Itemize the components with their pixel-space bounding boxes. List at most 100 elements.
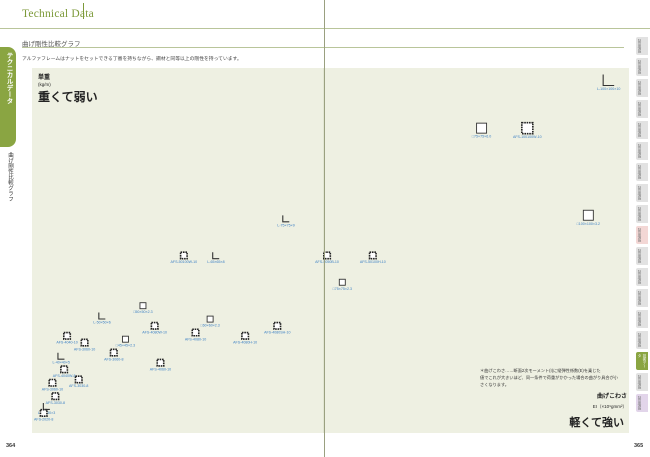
- data-point: AFS-4080-10: [185, 328, 206, 341]
- right-tab-6[interactable]: 製品情報: [635, 162, 649, 182]
- right-tab-label: 製品情報: [638, 312, 642, 326]
- right-tab-label: 製品情報: [638, 123, 642, 137]
- square-tube-marker: [139, 302, 147, 310]
- square-tube-marker: [338, 278, 346, 286]
- right-tab-label: 製品情報: [638, 81, 642, 95]
- page-spine: [324, 0, 325, 457]
- right-tab-label: 製品情報: [638, 291, 642, 305]
- right-tab-17[interactable]: 製品情報: [635, 393, 649, 413]
- right-tab-10[interactable]: 製品情報: [635, 246, 649, 266]
- data-point-label: AFS-4080SH-10: [264, 331, 290, 335]
- right-tab-label: 製品情報: [638, 270, 642, 284]
- data-point-label: AFS-3030-8: [69, 384, 88, 388]
- data-point: AFS-4040W-8: [53, 365, 76, 378]
- frame-marker: [62, 331, 72, 340]
- data-point: AFS-4080SH-10: [264, 321, 290, 335]
- angle-marker: [212, 252, 220, 260]
- data-point: AFS-3030-8: [46, 392, 65, 405]
- square-tube-marker: [476, 122, 488, 134]
- right-tab-2[interactable]: 製品情報: [635, 78, 649, 98]
- right-tab-label: 製品情報: [638, 39, 642, 53]
- data-point: □50×50×2.3: [133, 302, 153, 314]
- data-point: AFS-3060-10: [74, 338, 95, 351]
- annotation-line: さくなります。: [480, 381, 509, 388]
- data-point-label: L-40×40×5: [53, 361, 70, 365]
- side-tab[interactable]: [0, 47, 16, 147]
- right-tab-label: 製品情報: [638, 375, 642, 389]
- right-tab-label: 技術データ: [638, 354, 647, 368]
- page-title: Technical Data: [22, 8, 94, 20]
- data-point: AFS-4060-10: [150, 358, 171, 371]
- right-tab-label: 製品情報: [638, 333, 642, 347]
- annotation-line: 値でこれが大きいほど、同一条件で荷重がかかった場合の曲がり具合が小: [480, 374, 619, 381]
- right-tab-4[interactable]: 製品情報: [635, 120, 649, 140]
- x-axis-label: 曲げこわさ: [597, 392, 627, 400]
- data-point: L-40×40×5: [53, 352, 70, 365]
- right-tab-label: 製品情報: [638, 165, 642, 179]
- data-point: AFS-3060-10: [42, 378, 63, 392]
- frame-marker: [273, 321, 282, 330]
- y-axis-label: 単重: [38, 73, 50, 81]
- right-tab-14[interactable]: 製品情報: [635, 330, 649, 350]
- page-number-left: 364: [6, 443, 16, 449]
- right-tab-9[interactable]: 製品情報: [635, 225, 649, 245]
- right-tab-label: 製品情報: [638, 228, 642, 242]
- data-point: AFS-5050B-10: [315, 251, 339, 264]
- page-number-right: 365: [634, 443, 644, 449]
- frame-marker: [191, 328, 200, 337]
- right-tab-11[interactable]: 製品情報: [635, 267, 649, 287]
- section-description: アルファフレームはナットをセットできる丁番を持ちながら、鋼材と同等以上の剛性を持…: [22, 57, 242, 62]
- right-tab-label: 製品情報: [638, 249, 642, 263]
- right-tab-13[interactable]: 製品情報: [635, 309, 649, 329]
- right-tab-label: 製品情報: [638, 60, 642, 74]
- frame-marker: [322, 251, 332, 260]
- data-point-label: AFS-4060-10: [150, 367, 171, 371]
- data-point: □60×60×2.3: [200, 315, 220, 328]
- data-point-label: AFS-4040-10: [56, 341, 77, 345]
- data-point-label: AFS-100100W-10: [513, 135, 542, 139]
- data-point-label: AFS-4080W-10: [142, 331, 167, 335]
- right-tab-15[interactable]: 技術データ: [635, 351, 649, 371]
- data-point-label: AFS-50100W-10: [170, 260, 197, 264]
- right-tab-0[interactable]: 製品情報: [635, 36, 649, 56]
- data-point: AFS-4080H-10: [233, 331, 257, 345]
- bending-stiffness-chart: 1.01.52.02.53.03.54.04.55.05.56.06.57.07…: [34, 68, 627, 433]
- right-tab-5[interactable]: 製品情報: [635, 141, 649, 161]
- right-tab-12[interactable]: 製品情報: [635, 288, 649, 308]
- data-point-label: AFS-4040W-8: [53, 374, 76, 378]
- frame-marker: [60, 365, 69, 374]
- data-point: □75×75×6.0: [472, 122, 491, 139]
- angle-marker: [282, 215, 290, 223]
- header-rule: [0, 28, 650, 29]
- right-tab-3[interactable]: 製品情報: [635, 99, 649, 119]
- right-tab-label: 製品情報: [638, 396, 642, 410]
- square-tube-marker: [582, 209, 594, 221]
- data-point: L-100×100×10: [597, 74, 620, 91]
- data-point-label: L-65×65×8: [207, 260, 224, 264]
- data-point-label: □60×60×2.3: [200, 324, 219, 328]
- frame-marker: [156, 358, 165, 367]
- frame-marker: [368, 251, 377, 260]
- data-point: AFS-100100W-10: [513, 121, 542, 139]
- frame-marker: [179, 251, 188, 260]
- right-tab-8[interactable]: 製品情報: [635, 204, 649, 224]
- frame-marker: [109, 348, 118, 357]
- data-point-label: □100×100×3.2: [577, 222, 600, 226]
- right-tab-label: 製品情報: [638, 207, 642, 221]
- right-tab-16[interactable]: 製品情報: [635, 372, 649, 392]
- data-point: L-75×75×9: [277, 215, 295, 227]
- right-tab-label: 製品情報: [638, 144, 642, 158]
- right-tab-7[interactable]: 製品情報: [635, 183, 649, 203]
- square-tube-marker: [121, 335, 129, 343]
- data-point-label: L-100×100×10: [597, 87, 620, 91]
- data-point-label: AFS-3030-8: [46, 401, 65, 405]
- data-point-label: AFS-4080-10: [185, 337, 206, 341]
- data-point: AFS-2020-8: [34, 408, 53, 422]
- data-point: □100×100×3.2: [577, 209, 600, 226]
- data-point-label: AFS-3060-8: [104, 357, 123, 361]
- right-tab-1[interactable]: 製品情報: [635, 57, 649, 77]
- data-point-label: L-50×50×6: [93, 321, 110, 325]
- section-title: 曲げ剛性比較グラフ: [22, 41, 81, 48]
- frame-marker: [150, 321, 159, 330]
- data-point: AFS-4080W-10: [142, 321, 167, 335]
